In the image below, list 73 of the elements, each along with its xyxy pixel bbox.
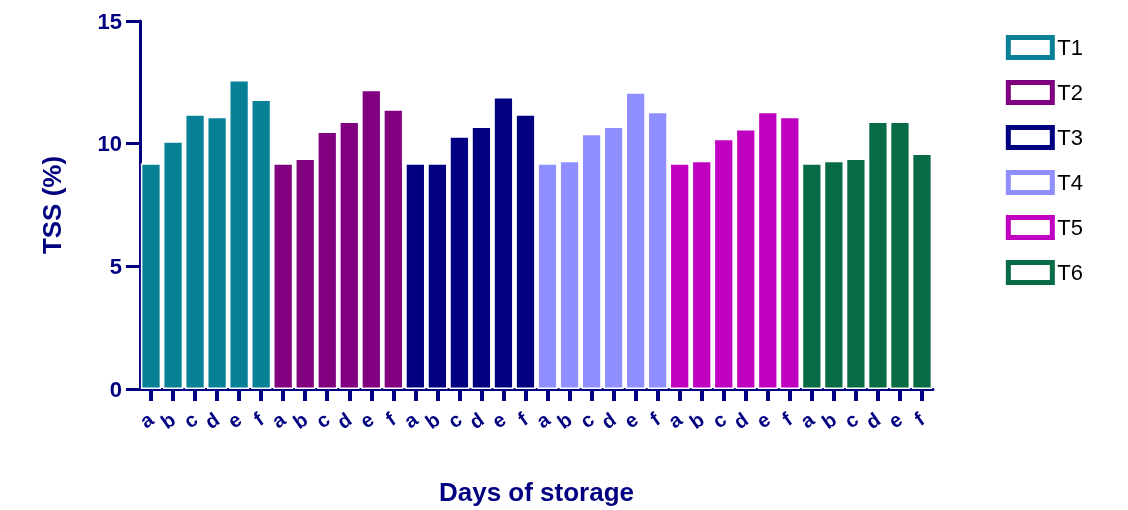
- x-tick-label: a: [267, 407, 291, 433]
- x-axis-title: Days of storage: [438, 477, 635, 507]
- bar: [779, 116, 800, 389]
- bar: [162, 141, 184, 389]
- x-tick-label: b: [156, 407, 180, 434]
- legend-label: T4: [1057, 170, 1084, 195]
- x-tick-label: e: [752, 407, 775, 433]
- bar: [669, 163, 690, 389]
- bar: [273, 163, 294, 389]
- bar: [317, 131, 338, 389]
- x-tick-label: d: [597, 407, 620, 434]
- x-tick-label: c: [576, 407, 598, 433]
- bar: [140, 163, 162, 389]
- x-tick-label: f: [249, 407, 268, 430]
- bar: [889, 121, 911, 389]
- x-tick-label: d: [200, 407, 224, 434]
- bar: [867, 121, 889, 389]
- bar: [228, 79, 250, 389]
- x-tick-label: d: [465, 407, 488, 434]
- x-tick-label: e: [884, 407, 907, 433]
- x-tick-label: a: [135, 407, 159, 433]
- x-tick-label: e: [355, 407, 378, 433]
- y-tick-label: 0: [109, 376, 122, 402]
- bar: [383, 109, 404, 389]
- x-tick-label: f: [381, 407, 400, 430]
- x-tick-label: f: [645, 407, 665, 430]
- legend-label: T2: [1057, 80, 1084, 105]
- x-tick-label: f: [513, 407, 533, 430]
- x-tick-label: e: [488, 407, 510, 433]
- bar: [757, 111, 778, 389]
- legend-label: T5: [1057, 215, 1084, 240]
- bar: [206, 116, 228, 389]
- x-tick-label: b: [421, 407, 444, 434]
- x-tick-label: c: [311, 407, 334, 433]
- x-tick-label: a: [399, 407, 423, 433]
- x-tick-label: d: [861, 407, 885, 434]
- bar: [251, 99, 272, 389]
- bar: [184, 114, 206, 389]
- x-tick-label: b: [817, 407, 841, 434]
- bar: [691, 160, 712, 389]
- bar: [647, 111, 668, 389]
- bar: [713, 138, 734, 389]
- x-tick-label: e: [620, 407, 642, 433]
- bar: [911, 153, 933, 389]
- legend-label: T3: [1057, 125, 1084, 150]
- x-tick-label: b: [685, 407, 709, 434]
- y-axis-title: TSS (%): [37, 155, 67, 255]
- bar: [339, 121, 360, 389]
- x-tick-label: a: [796, 407, 819, 433]
- y-tick-label: 10: [97, 131, 122, 157]
- bar: [801, 163, 822, 389]
- x-tick-label: c: [443, 407, 466, 433]
- x-tick-label: b: [288, 407, 312, 434]
- x-tick-label: c: [840, 407, 863, 433]
- bar: [845, 158, 867, 389]
- y-tick-label: 5: [109, 253, 122, 279]
- legend-label: T6: [1057, 260, 1084, 285]
- x-tick-label: a: [532, 407, 555, 433]
- x-tick-label: c: [708, 407, 731, 433]
- y-tick-label: 15: [97, 8, 122, 34]
- legend-label: T1: [1057, 35, 1084, 60]
- bar: [295, 158, 316, 389]
- bar: [361, 89, 382, 389]
- x-tick-label: f: [910, 407, 929, 430]
- x-tick-label: d: [332, 407, 356, 434]
- x-tick-label: b: [553, 407, 576, 434]
- x-tick-label: c: [179, 407, 202, 433]
- bar: [823, 160, 845, 389]
- x-tick-label: f: [778, 407, 797, 430]
- x-tick-label: d: [729, 407, 753, 434]
- bar: [735, 128, 756, 389]
- x-tick-label: e: [223, 407, 246, 433]
- x-tick-label: a: [664, 407, 687, 433]
